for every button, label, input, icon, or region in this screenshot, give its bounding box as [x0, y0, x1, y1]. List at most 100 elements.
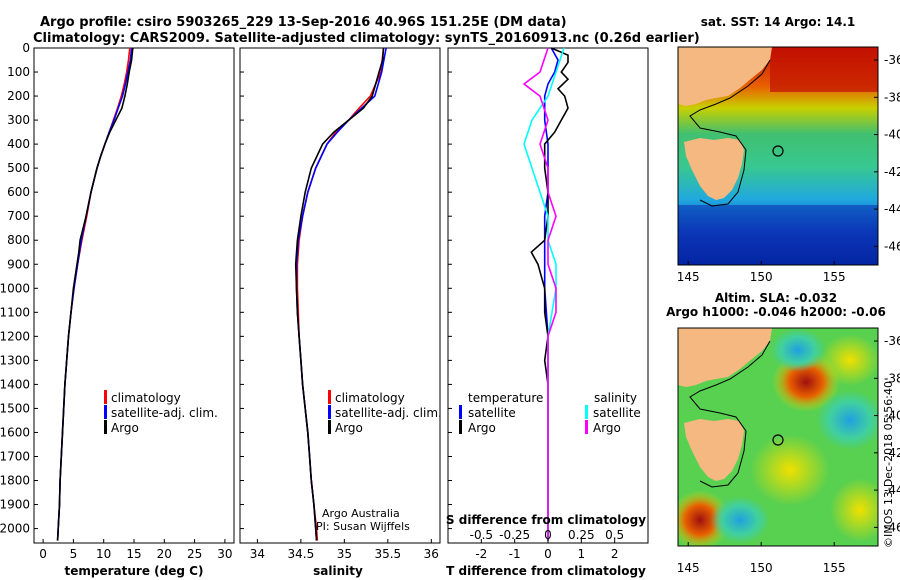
- sla-map: Altim. SLA: -0.032 Argo h1000: -0.046 h2…: [666, 291, 900, 575]
- depth-tick-label: 100: [7, 65, 30, 79]
- legend-salinity-heading: salinity: [594, 391, 637, 405]
- legend-swatch-argo: [104, 420, 107, 434]
- lat-tick-label: -44: [884, 202, 900, 216]
- land-mainland-sla: [678, 328, 772, 387]
- sla-map-title-2: Argo h1000: -0.046 h2000: -0.06: [666, 305, 886, 319]
- temperature-legend: climatology satellite-adj. clim. Argo: [104, 390, 218, 435]
- depth-tick-label: 1400: [0, 377, 30, 391]
- sst-cold-patch: [678, 205, 878, 265]
- credit-line-1: Argo Australia: [322, 507, 400, 520]
- sla-low-eddy-3: [710, 496, 770, 544]
- x-tick-label: 1: [578, 547, 586, 561]
- sla-yellow-2: [830, 478, 878, 542]
- depth-tick-label: 1100: [0, 305, 30, 319]
- lon-tick-label: 150: [750, 270, 773, 284]
- x-tick-label: 35.5: [374, 547, 401, 561]
- x-tick-label: 20: [157, 547, 172, 561]
- lon-tick-label: 155: [823, 270, 846, 284]
- x2-tick-label: -0.5: [470, 528, 493, 542]
- lat-tick-label: -42: [884, 446, 900, 460]
- lat-tick-label: -36: [884, 53, 900, 67]
- lon-tick-label: 150: [750, 561, 773, 575]
- x-tick-label: 25: [187, 547, 202, 561]
- depth-tick-label: 500: [7, 161, 30, 175]
- isobath-sla: [689, 340, 771, 488]
- t-difference-xlabel: T difference from climatology: [446, 564, 646, 578]
- legend-t-satellite: satellite: [468, 406, 516, 420]
- legend-s-argo: Argo: [593, 421, 621, 435]
- difference-legend-right: salinity satellite Argo: [585, 391, 641, 435]
- legend-satellite: satellite-adj. clim.: [111, 406, 218, 420]
- depth-tick-label: 1200: [0, 329, 30, 343]
- title-line-2: Climatology: CARS2009. Satellite-adjuste…: [33, 31, 700, 46]
- lon-tick-label: 155: [823, 561, 846, 575]
- x-tick-label: 10: [96, 547, 111, 561]
- lat-tick-label: -46: [884, 239, 900, 253]
- x2-tick-label: 0.25: [568, 528, 595, 542]
- legend-argo: Argo: [111, 421, 139, 435]
- lat-tick-label: -40: [884, 128, 900, 142]
- legend-swatch-s-argo: [585, 420, 588, 434]
- x2-tick-label: 0: [544, 528, 552, 542]
- x-tick-label: -1: [509, 547, 521, 561]
- depth-tick-label: 700: [7, 209, 30, 223]
- sst-map-frame: [677, 46, 879, 266]
- temperature-panel: 0 5 10 15 20 25 30 temperature (deg C) climato…: [33, 47, 235, 578]
- legend-swatch-t-satellite: [459, 405, 462, 419]
- depth-tick-label: 1900: [0, 498, 30, 512]
- difference-legend-left: temperature satellite Argo: [459, 391, 543, 435]
- depth-tick-label: 800: [7, 233, 30, 247]
- land-tasmania-sst: [684, 138, 744, 200]
- depth-tick-label: 1500: [0, 401, 30, 415]
- depth-tick-label: 1000: [0, 281, 30, 295]
- x-tick-label: 36: [424, 547, 439, 561]
- depth-tick-label: 300: [7, 113, 30, 127]
- depth-tick-label: 900: [7, 257, 30, 271]
- depth-tick-label: 1600: [0, 425, 30, 439]
- x-tick-label: -2: [475, 547, 487, 561]
- sst-map: sat. SST: 14 Argo: 14.1 -36 -38 -40 -42 -44 -…: [677, 15, 900, 284]
- x-tick-label: 0: [544, 547, 552, 561]
- lat-tick-label: -38: [884, 371, 900, 385]
- sla-yellow-3: [820, 334, 878, 386]
- credit-line-2: PI: Susan Wijffels: [316, 520, 410, 533]
- legend-swatch-climatology: [328, 390, 331, 404]
- temperature-xlabel: temperature (deg C): [65, 564, 204, 578]
- x-tick-label: 34: [250, 547, 265, 561]
- salinity-xlabel: salinity: [313, 564, 363, 578]
- x-tick-label: 35: [337, 547, 352, 561]
- difference-panel: -2 -1 0 1 2 -0.5 -0.25 0 0.25 0.5 S difference f…: [446, 47, 649, 578]
- isobath-sst: [689, 59, 771, 207]
- sla-low-eddy-2: [816, 390, 878, 450]
- legend-climatology: climatology: [111, 391, 181, 405]
- legend-swatch-climatology: [104, 390, 107, 404]
- series-line-salinity-argo: [522, 47, 557, 541]
- lat-tick-label: -42: [884, 165, 900, 179]
- s-difference-xlabel: S difference from climatology: [446, 513, 646, 527]
- lat-tick-label: -38: [884, 90, 900, 104]
- legend-s-satellite: satellite: [593, 406, 641, 420]
- lat-tick-label: -46: [884, 520, 900, 534]
- series-line-argo: [294, 47, 385, 541]
- x-tick-label: 30: [217, 547, 232, 561]
- sla-low-eddy-1: [770, 328, 826, 372]
- legend-temperature-heading: temperature: [468, 391, 543, 405]
- series-line-argo: [56, 47, 134, 541]
- legend-argo: Argo: [335, 421, 363, 435]
- depth-axis: 0 100 200 300 400 500 600 700 800 900 1000 1100 1200…: [0, 41, 30, 536]
- x-tick-label: 2: [611, 547, 619, 561]
- salinity-plot-frame: [239, 47, 441, 544]
- depth-tick-label: 600: [7, 185, 30, 199]
- lat-tick-label: -40: [884, 409, 900, 423]
- sla-map-frame: [677, 327, 879, 547]
- footer-timestamp: ©IMOS 13-Dec-2018 05:56:40: [882, 381, 895, 548]
- temperature-plot-frame: [33, 47, 235, 544]
- legend-climatology: climatology: [335, 391, 405, 405]
- sst-warm-patch: [770, 47, 878, 92]
- x-tick-label: 34.5: [288, 547, 315, 561]
- salinity-legend: climatology satellite-adj. clim. Argo: [328, 390, 442, 435]
- legend-swatch-t-argo: [459, 420, 462, 434]
- legend-swatch-satellite: [328, 405, 331, 419]
